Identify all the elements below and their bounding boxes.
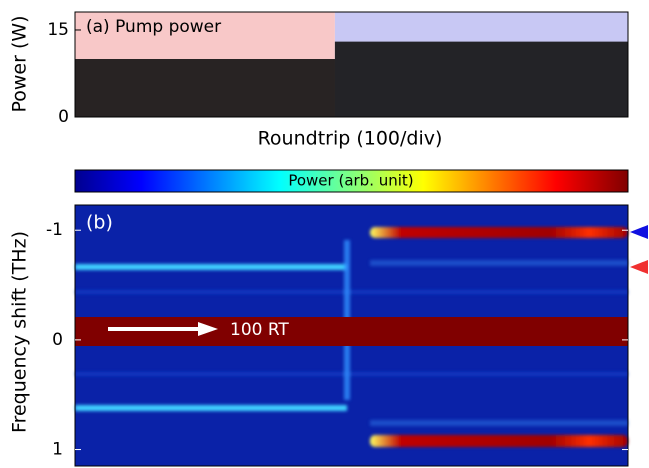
panel-title: (a) Pump power (86, 17, 221, 37)
plot-frame (74, 11, 629, 118)
panel-a: 0 15 (a) Pump power (47, 11, 629, 127)
pump-band (75, 317, 628, 346)
annotation: 100 RT (230, 320, 289, 340)
colorbar-label: Power (arb. unit) (288, 172, 413, 190)
y-tick-label: 0 (52, 330, 63, 350)
arrow-head (198, 322, 218, 336)
heatmap (75, 205, 628, 466)
marker-red (630, 260, 648, 274)
y-tick-label: 15 (47, 20, 69, 40)
panel-label: (b) (86, 212, 113, 234)
y-axis-label: Power (W) (9, 15, 31, 112)
marker-blue (630, 225, 648, 239)
power-area (75, 41, 628, 118)
colorbar (74, 169, 629, 193)
x-axis-label: Roundtrip (100/div) (258, 128, 443, 150)
plot-frame (74, 204, 629, 467)
y-tick-label: 0 (58, 107, 69, 127)
y-axis-label: Frequency shift (THz) (9, 231, 31, 433)
y-tick-label: -1 (46, 220, 63, 240)
y-tick-label: 1 (52, 440, 63, 460)
